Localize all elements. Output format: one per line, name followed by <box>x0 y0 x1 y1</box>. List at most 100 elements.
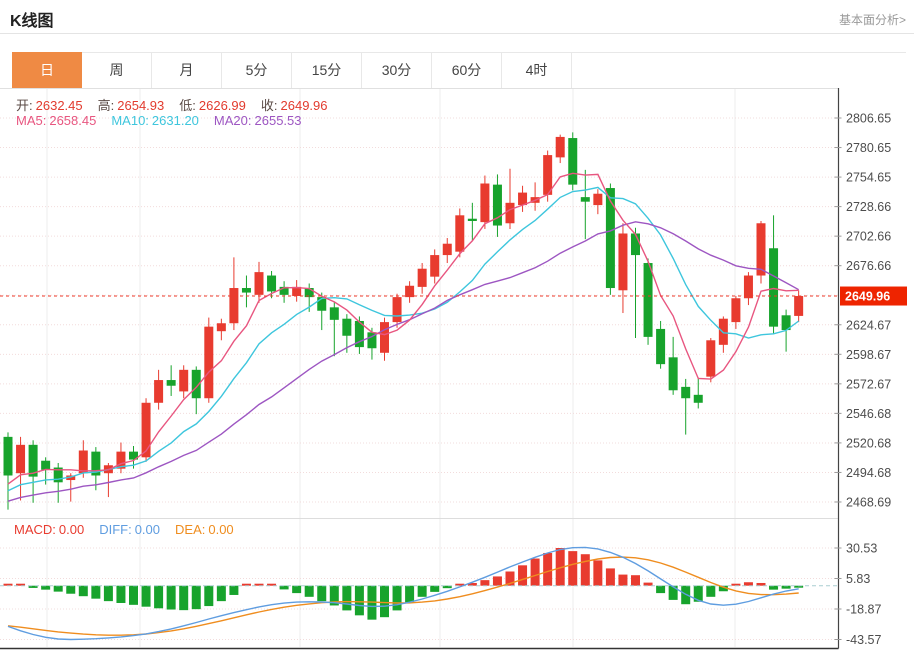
candle <box>166 365 176 396</box>
candle <box>417 263 427 294</box>
tab-日[interactable]: 日 <box>12 52 82 88</box>
candle <box>392 293 402 328</box>
candle <box>53 462 63 503</box>
candle <box>154 369 164 410</box>
candle <box>643 258 653 345</box>
tab-4时[interactable]: 4时 <box>502 52 572 88</box>
page-title: K线图 <box>10 13 54 30</box>
tab-60分[interactable]: 60分 <box>432 52 502 88</box>
dea-line <box>7 556 799 636</box>
macd-item: DIFF: 0.00 <box>99 522 161 537</box>
ohlc-item: 高: 2654.93 <box>97 98 165 113</box>
candle <box>141 398 151 462</box>
candle <box>618 223 628 314</box>
header: K线图 基本面分析> <box>0 0 914 34</box>
candle <box>191 366 201 415</box>
svg-text:-18.87: -18.87 <box>846 603 881 617</box>
candle <box>631 227 640 339</box>
svg-text:2494.68: 2494.68 <box>846 466 891 480</box>
candle <box>66 473 76 502</box>
tab-30分[interactable]: 30分 <box>362 52 432 88</box>
svg-text:2649.96: 2649.96 <box>845 290 890 304</box>
candle <box>706 338 716 383</box>
candle <box>518 185 528 212</box>
candle <box>693 377 703 409</box>
candle <box>756 220 766 284</box>
svg-text:2676.66: 2676.66 <box>846 259 891 273</box>
ma-legend: MA5: 2658.45 MA10: 2631.20 MA20: 2655.53 <box>16 113 317 128</box>
candle <box>593 189 603 215</box>
ma5-line <box>7 172 799 485</box>
candle <box>743 272 753 306</box>
ohlc-item: 收: 2649.96 <box>260 98 328 113</box>
diff-line <box>7 546 799 641</box>
candle <box>442 238 452 264</box>
candle <box>568 132 578 191</box>
candle <box>254 261 264 303</box>
candle <box>91 447 101 491</box>
svg-text:30.53: 30.53 <box>846 542 877 556</box>
candle <box>718 316 728 353</box>
candle <box>116 442 126 474</box>
candle <box>555 134 565 164</box>
candle <box>279 281 289 303</box>
candle <box>204 317 214 403</box>
candle <box>3 432 13 510</box>
tab-15分[interactable]: 15分 <box>292 52 362 88</box>
candle <box>292 280 302 302</box>
ma20-line <box>7 221 800 502</box>
candle <box>543 150 553 202</box>
current-price-label: 2649.96 <box>840 286 907 306</box>
svg-text:5.83: 5.83 <box>846 572 870 586</box>
candle <box>241 275 251 308</box>
fundamental-analysis-link[interactable]: 基本面分析> <box>838 13 906 27</box>
ma-item: MA20: 2655.53 <box>213 113 302 128</box>
svg-text:2546.68: 2546.68 <box>846 407 891 421</box>
candle <box>229 257 239 331</box>
candle <box>329 301 339 357</box>
candle <box>505 168 515 229</box>
candle <box>467 202 477 241</box>
tab-bar: 日周月 5分 15分 30分 60分 4时 <box>12 52 572 88</box>
svg-text:2520.68: 2520.68 <box>846 436 891 450</box>
tab-5分[interactable]: 5分 <box>222 52 292 88</box>
candle <box>731 295 741 329</box>
candle <box>430 249 440 284</box>
svg-text:2780.65: 2780.65 <box>846 141 891 155</box>
ohlc-item: 低: 2626.99 <box>179 98 246 113</box>
macd-item: DEA: 0.00 <box>175 522 234 537</box>
tab-月[interactable]: 月 <box>152 52 222 88</box>
tab-周[interactable]: 周 <box>82 52 152 88</box>
candle <box>769 215 779 334</box>
macd-legend: MACD: 0.00 DIFF: 0.00 DEA: 0.00 <box>14 522 249 537</box>
candlestick-series <box>3 132 804 510</box>
price-axis-labels: 2806.65 2780.65 2754.65 2728.66 2702.66 2676.… <box>834 112 891 509</box>
candle <box>16 436 26 501</box>
candle <box>580 169 590 240</box>
ohlc-item: 开: 2632.45 <box>16 98 83 113</box>
candle <box>367 327 377 360</box>
svg-text:2598.67: 2598.67 <box>846 348 891 362</box>
svg-text:2806.65: 2806.65 <box>846 112 891 126</box>
svg-text:2728.66: 2728.66 <box>846 200 891 214</box>
candle <box>179 365 189 399</box>
svg-text:2572.67: 2572.67 <box>846 377 891 391</box>
candle <box>342 314 352 353</box>
candle <box>216 318 226 341</box>
candle <box>480 175 490 229</box>
candle <box>668 336 678 395</box>
candle <box>455 208 465 258</box>
svg-text:2702.66: 2702.66 <box>846 230 891 244</box>
vertical-gridlines <box>46 89 736 647</box>
ma10-line <box>7 186 800 492</box>
svg-text:2754.65: 2754.65 <box>846 171 891 185</box>
candle <box>681 378 691 435</box>
ma-item: MA10: 2631.20 <box>111 113 199 128</box>
macd-item: MACD: 0.00 <box>14 522 85 537</box>
ma-item: MA5: 2658.45 <box>16 113 97 128</box>
candle <box>656 320 666 369</box>
candle <box>380 317 389 361</box>
ohlc-legend: 开: 2632.45 高: 2654.93 低: 2626.99 收: 2649.96 <box>16 95 343 114</box>
macd-axis-labels: 30.53 5.83 -18.87 -43.57 <box>834 542 881 647</box>
